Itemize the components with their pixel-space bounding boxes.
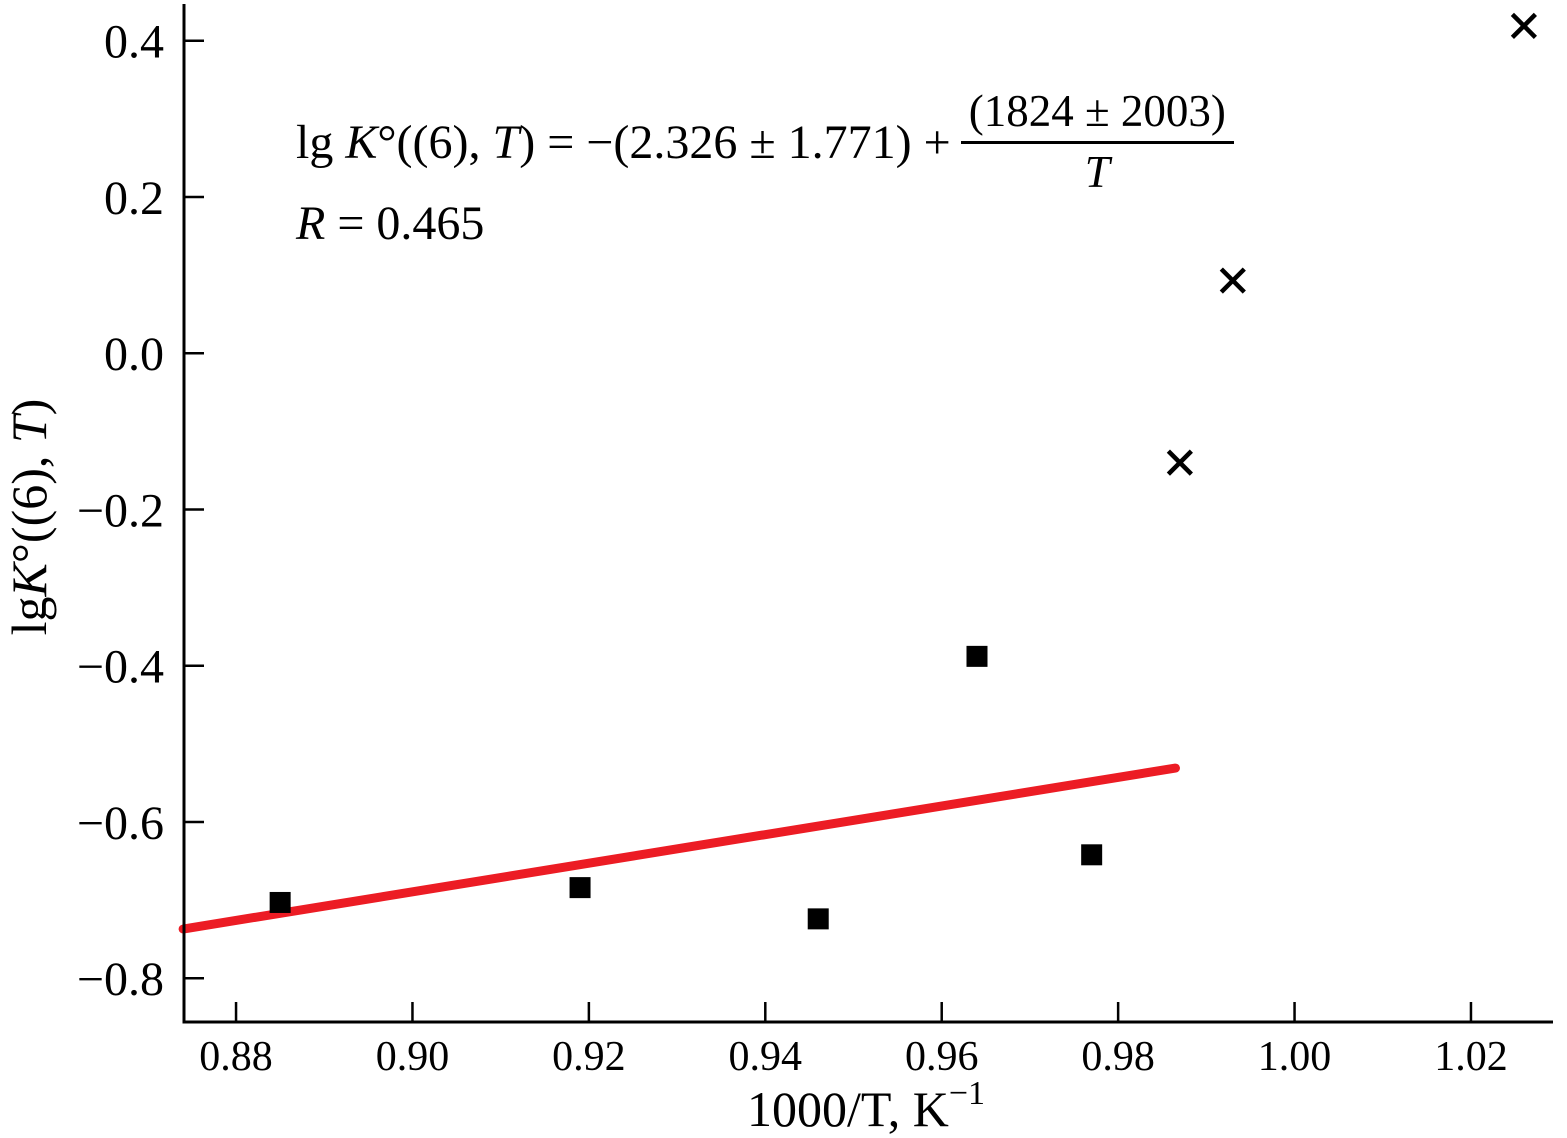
x-tick-label: 0.96 [905, 1034, 979, 1080]
cross-stroke [1166, 449, 1193, 476]
y-tick-label: −0.6 [77, 797, 164, 850]
y-ticks: 0.4 0.2 0.0 −0.2 −0.4 −0.6 −0.8 [77, 16, 204, 1006]
fit-line [178, 763, 1180, 934]
x-tick-label: 0.88 [199, 1034, 273, 1080]
data-point-square [1081, 844, 1103, 866]
data-point-cross [1219, 267, 1246, 294]
y-axis-title: lgK°((6), T) [1, 399, 57, 636]
x-tick-label: 0.90 [376, 1034, 450, 1080]
fraction-denominator: T [1084, 146, 1110, 197]
data-point-square [807, 908, 829, 930]
data-point-square [569, 877, 591, 899]
x-axis-title: 1000/T, K−1 [747, 1075, 985, 1137]
x-tick-label: 0.92 [552, 1034, 626, 1080]
data-point-cross [1166, 449, 1193, 476]
correlation-coefficient: R = 0.465 [296, 197, 485, 250]
x-tick-label: 1.00 [1258, 1034, 1332, 1080]
x-ticks: 0.88 0.90 0.92 0.94 0.96 0.98 1.00 1.02 [199, 1002, 1508, 1080]
fraction-numerator: (1824 ± 2003) [960, 86, 1234, 144]
fit-equation-text: lg K°((6), T) = −(2.326 ± 1.771) + [296, 115, 951, 169]
x-tick-label: 0.98 [1081, 1034, 1155, 1080]
y-tick-label: 0.2 [104, 172, 164, 225]
x-tick-label: 1.02 [1434, 1034, 1508, 1080]
y-tick-label: 0.0 [104, 328, 164, 381]
fit-equation-fraction: (1824 ± 2003) T [960, 86, 1234, 199]
y-tick-label: −0.8 [77, 953, 164, 1006]
cross-stroke [1510, 12, 1537, 39]
data-point-cross [1510, 12, 1537, 39]
y-tick-label: 0.4 [104, 16, 164, 69]
x-tick-label: 0.94 [729, 1034, 803, 1080]
data-point-square [269, 891, 291, 913]
fit-line-layer [178, 763, 1180, 934]
fit-equation-annotation: lg K°((6), T) = −(2.326 ± 1.771) + (1824… [296, 86, 1234, 199]
cross-stroke [1219, 267, 1246, 294]
y-tick-label: −0.4 [77, 641, 164, 694]
data-points-layer [269, 12, 1537, 930]
data-point-square [966, 645, 988, 667]
y-tick-label: −0.2 [77, 484, 164, 537]
